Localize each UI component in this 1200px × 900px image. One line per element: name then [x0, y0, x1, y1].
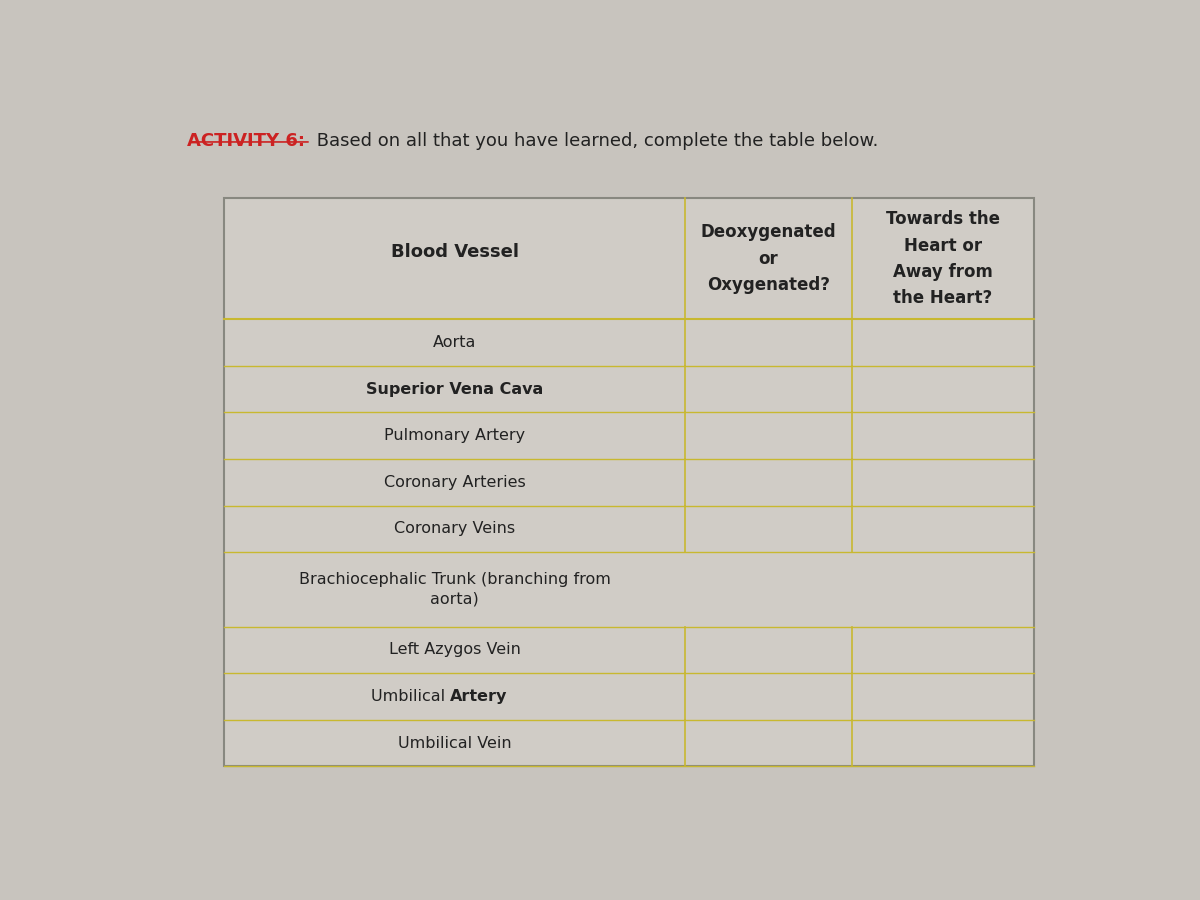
Text: Pulmonary Artery: Pulmonary Artery: [384, 428, 526, 444]
Text: Umbilical: Umbilical: [371, 689, 450, 704]
Text: Based on all that you have learned, complete the table below.: Based on all that you have learned, comp…: [311, 132, 878, 150]
Text: Left Azygos Vein: Left Azygos Vein: [389, 643, 521, 657]
Text: Coronary Arteries: Coronary Arteries: [384, 475, 526, 490]
Text: Deoxygenated
or
Oxygenated?: Deoxygenated or Oxygenated?: [701, 223, 836, 294]
Text: ACTIVITY 6:: ACTIVITY 6:: [187, 132, 305, 150]
Text: Brachiocephalic Trunk (branching from
aorta): Brachiocephalic Trunk (branching from ao…: [299, 572, 611, 607]
Text: Coronary Veins: Coronary Veins: [394, 521, 515, 536]
Text: Towards the
Heart or
Away from
the Heart?: Towards the Heart or Away from the Heart…: [886, 210, 1000, 307]
Text: Artery: Artery: [450, 689, 508, 704]
Text: Blood Vessel: Blood Vessel: [390, 243, 518, 261]
Text: Umbilical Vein: Umbilical Vein: [397, 735, 511, 751]
Text: Superior Vena Cava: Superior Vena Cava: [366, 382, 544, 397]
Text: Aorta: Aorta: [433, 335, 476, 350]
